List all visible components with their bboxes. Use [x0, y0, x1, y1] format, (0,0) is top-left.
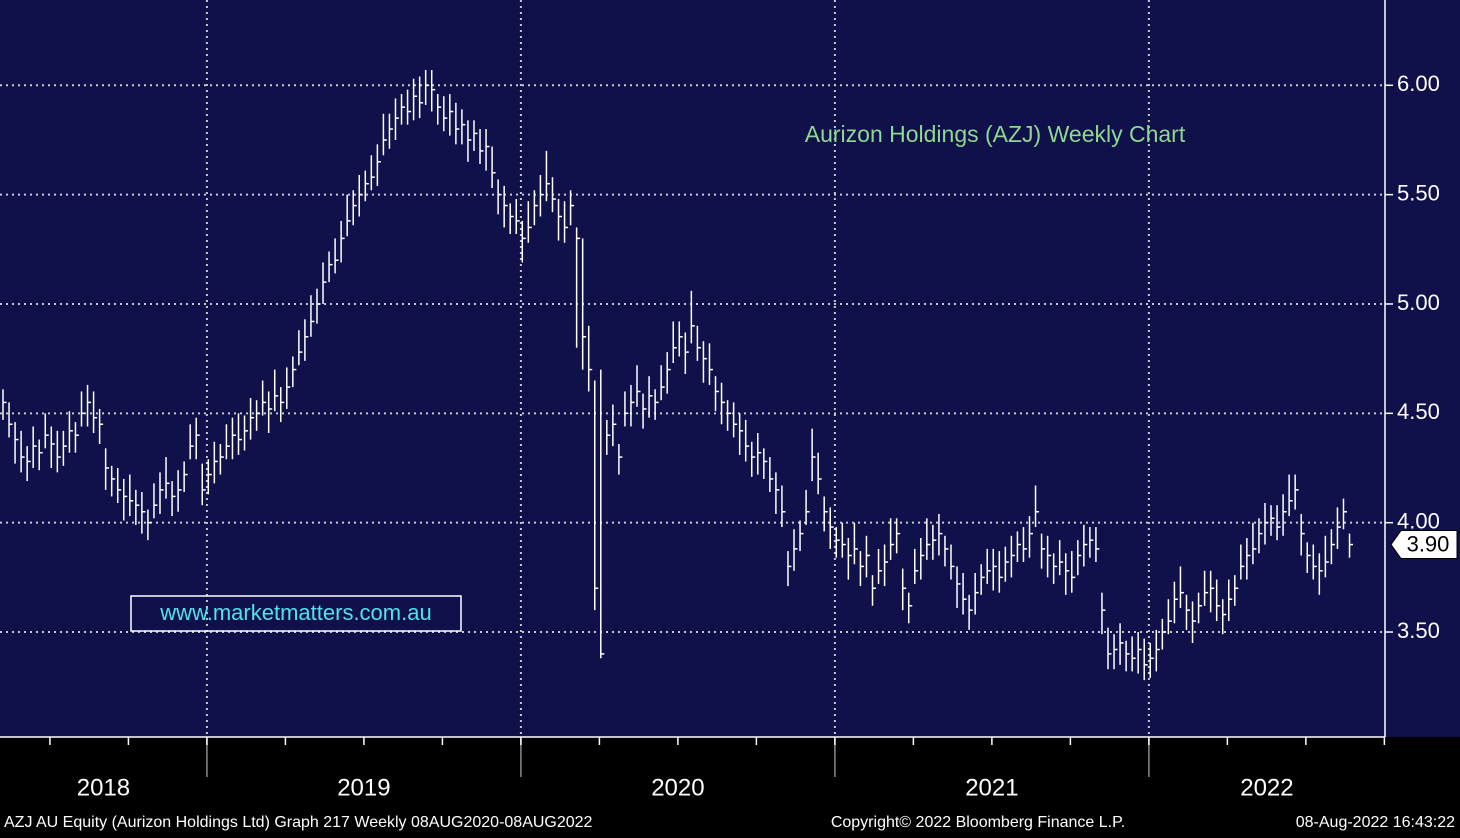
y-tick-label: 5.50	[1397, 180, 1440, 205]
y-tick-label: 5.00	[1397, 290, 1440, 315]
chart-title: Aurizon Holdings (AZJ) Weekly Chart	[805, 121, 1186, 147]
footer-left: AZJ AU Equity (Aurizon Holdings Ltd) Gra…	[4, 814, 593, 831]
x-tick-label: 2018	[77, 774, 130, 801]
footer-center: Copyright© 2022 Bloomberg Finance L.P.	[831, 814, 1125, 831]
x-tick-label: 2021	[965, 774, 1018, 801]
x-tick-label: 2019	[337, 774, 390, 801]
plot-background	[0, 0, 1460, 737]
x-tick-label: 2022	[1240, 774, 1293, 801]
y-tick-label: 6.00	[1397, 71, 1440, 96]
watermark: www.marketmatters.com.au	[159, 600, 431, 625]
last-price-tag	[1390, 530, 1458, 560]
x-tick-label: 2020	[651, 774, 704, 801]
y-tick-label: 4.00	[1397, 508, 1440, 533]
watermark-box	[130, 595, 462, 632]
y-tick-label: 3.50	[1397, 618, 1440, 643]
last-price-label: 3.90	[1407, 531, 1450, 556]
y-tick-label: 4.50	[1397, 399, 1440, 424]
axes: 6.00 5.50 5.00 4.50 4.00 3.50 2018 2019 2020 2021…	[49, 71, 1458, 801]
bars	[2, 69, 1354, 681]
footer-right: 08-Aug-2022 16:43:22	[1296, 814, 1455, 831]
